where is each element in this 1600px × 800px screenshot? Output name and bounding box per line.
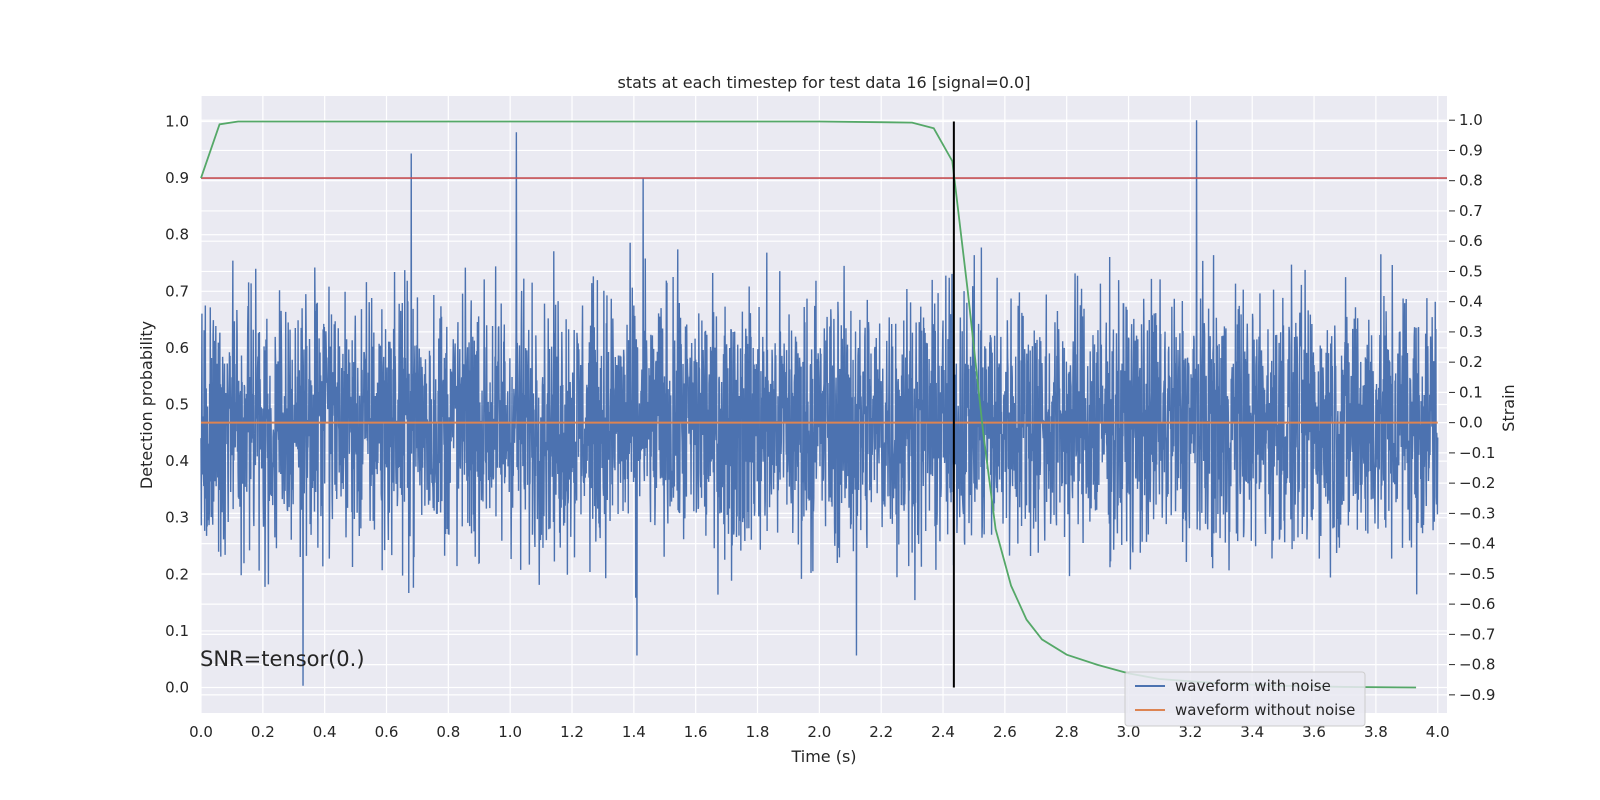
right-tick-label: 0.3 bbox=[1459, 323, 1483, 341]
x-tick-label: 0.8 bbox=[436, 723, 460, 741]
right-tick-label: 0.9 bbox=[1459, 141, 1483, 159]
left-axis-ticks: 0.0 0.1 0.2 0.3 0.4 0.5 0.6 0.7 0.8 0.9 1.0 bbox=[165, 112, 189, 696]
right-tick-label: 0.7 bbox=[1459, 202, 1483, 220]
right-tick-label: −0.9 bbox=[1459, 686, 1495, 704]
left-tick-label: 0.2 bbox=[165, 565, 189, 583]
legend-box bbox=[1124, 671, 1366, 727]
x-tick-label: 2.6 bbox=[993, 723, 1017, 741]
left-axis-title: Detection probability bbox=[137, 321, 156, 489]
right-tick-label: 0.1 bbox=[1459, 383, 1483, 401]
right-axis-title: Strain bbox=[1499, 384, 1518, 431]
right-tick-label: −0.5 bbox=[1459, 565, 1495, 583]
right-tick-label: 0.0 bbox=[1459, 414, 1483, 432]
x-tick-label: 3.8 bbox=[1364, 723, 1388, 741]
x-tick-label: 2.8 bbox=[1055, 723, 1079, 741]
x-tick-label: 1.6 bbox=[684, 723, 708, 741]
x-tick-label: 0.2 bbox=[251, 723, 275, 741]
right-tick-label: −0.7 bbox=[1459, 625, 1495, 643]
right-axis-ticks: −0.9 −0.8 −0.7 −0.6 −0.5 −0.4 −0.3 −0.2 −0.1 0.0 0… bbox=[1449, 111, 1495, 704]
right-tick-label: −0.8 bbox=[1459, 656, 1495, 674]
left-tick-label: 0.4 bbox=[165, 452, 189, 470]
right-tick-label: −0.4 bbox=[1459, 535, 1495, 553]
left-tick-label: 0.0 bbox=[165, 679, 189, 697]
left-tick-label: 0.1 bbox=[165, 622, 189, 640]
left-tick-label: 0.8 bbox=[165, 226, 189, 244]
right-tick-label: 0.2 bbox=[1459, 353, 1483, 371]
right-tick-label: −0.3 bbox=[1459, 504, 1495, 522]
chart-title: stats at each timestep for test data 16 … bbox=[618, 73, 1031, 92]
x-tick-label: 2.4 bbox=[931, 723, 955, 741]
x-tick-label: 0.0 bbox=[189, 723, 213, 741]
x-tick-label: 1.8 bbox=[746, 723, 770, 741]
right-tick-label: −0.1 bbox=[1459, 444, 1495, 462]
right-tick-label: 0.8 bbox=[1459, 172, 1483, 190]
left-tick-label: 0.9 bbox=[165, 169, 189, 187]
x-tick-label: 3.0 bbox=[1117, 723, 1141, 741]
x-tick-label: 0.4 bbox=[313, 723, 337, 741]
left-tick-label: 0.5 bbox=[165, 396, 189, 414]
right-tick-label: −0.6 bbox=[1459, 595, 1495, 613]
left-tick-label: 0.3 bbox=[165, 509, 189, 527]
x-tick-label: 0.6 bbox=[375, 723, 399, 741]
series-waveform-with-noise bbox=[200, 120, 1439, 686]
right-tick-label: −0.2 bbox=[1459, 474, 1495, 492]
x-tick-label: 3.2 bbox=[1178, 723, 1202, 741]
x-tick-label: 1.2 bbox=[560, 723, 584, 741]
right-tick-label: 1.0 bbox=[1459, 111, 1483, 129]
left-tick-label: 0.6 bbox=[165, 339, 189, 357]
snr-annotation: SNR=tensor(0.) bbox=[200, 647, 365, 671]
x-axis-ticks: 0.0 0.2 0.4 0.6 0.8 1.0 1.2 1.4 1.6 1.8 2.0 2.2 2.4 2… bbox=[189, 723, 1450, 741]
x-tick-label: 3.4 bbox=[1240, 723, 1264, 741]
legend-label-noisy: waveform with noise bbox=[1175, 677, 1331, 695]
right-tick-label: 0.5 bbox=[1459, 262, 1483, 280]
x-tick-label: 2.0 bbox=[807, 723, 831, 741]
right-tick-label: 0.4 bbox=[1459, 293, 1483, 311]
x-tick-label: 1.4 bbox=[622, 723, 646, 741]
x-tick-label: 4.0 bbox=[1426, 723, 1450, 741]
legend: waveform with noise waveform without noi… bbox=[1124, 671, 1366, 727]
legend-label-clean: waveform without noise bbox=[1175, 701, 1355, 719]
left-tick-label: 1.0 bbox=[165, 112, 189, 130]
left-tick-label: 0.7 bbox=[165, 282, 189, 300]
x-tick-label: 2.2 bbox=[869, 723, 893, 741]
x-axis-title: Time (s) bbox=[790, 747, 856, 766]
right-tick-label: 0.6 bbox=[1459, 232, 1483, 250]
x-tick-label: 3.6 bbox=[1302, 723, 1326, 741]
x-tick-label: 1.0 bbox=[498, 723, 522, 741]
